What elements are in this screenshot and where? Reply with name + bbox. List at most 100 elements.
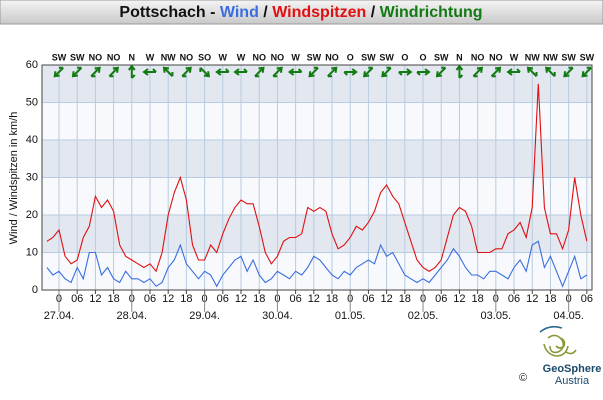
- direction-label: NW: [525, 52, 540, 62]
- title-part: /: [366, 4, 379, 21]
- x-tick-label: 12: [453, 293, 465, 305]
- y-tick-label: 40: [26, 134, 38, 146]
- direction-label: NW: [161, 52, 176, 62]
- y-tick-label: 30: [26, 171, 38, 183]
- arrow-shape: [90, 66, 101, 78]
- direction-arrow: [416, 68, 431, 76]
- direction-label: O: [347, 52, 354, 62]
- direction-arrow: [381, 66, 392, 78]
- direction-label: W: [219, 52, 228, 62]
- direction-arrow: [287, 68, 303, 76]
- direction-arrow: [233, 68, 248, 76]
- x-tick-label: 12: [89, 293, 101, 305]
- arrow-shape: [199, 67, 211, 78]
- x-tick-label: 18: [107, 293, 119, 305]
- copyright: ©: [519, 372, 527, 384]
- plot-frame: [41, 64, 593, 291]
- y-tick-label: 10: [26, 246, 38, 258]
- arrow-shape: [254, 66, 265, 78]
- direction-label: N: [456, 52, 463, 62]
- title-part: -: [206, 4, 220, 21]
- direction-label: O: [401, 52, 408, 62]
- direction-label: SW: [434, 52, 449, 62]
- x-tick-label: 18: [544, 293, 556, 305]
- direction-label: W: [237, 52, 246, 62]
- date-label: 30.04.: [262, 310, 293, 322]
- direction-arrow: [362, 66, 374, 78]
- arrow-shape: [435, 66, 447, 78]
- series-line: [46, 240, 588, 288]
- direction-arrow: [490, 66, 502, 78]
- direction-label: NO: [271, 52, 285, 62]
- x-tick-label: 06: [71, 293, 83, 305]
- x-tick-label: 06: [435, 293, 447, 305]
- arrow-shape: [545, 66, 556, 77]
- x-tick-label: 18: [472, 293, 484, 305]
- direction-arrow: [127, 64, 136, 79]
- date-label: 04.05.: [553, 310, 584, 322]
- arrow-shape: [506, 68, 521, 76]
- date-label: 03.05.: [481, 310, 512, 322]
- arrow-shape: [362, 66, 374, 78]
- y-tick-label: 0: [32, 284, 38, 296]
- direction-arrow: [398, 68, 413, 76]
- direction-label: NO: [489, 52, 503, 62]
- arrow-shape: [162, 66, 174, 77]
- direction-label: NO: [107, 52, 121, 62]
- direction-label: SW: [307, 52, 322, 62]
- arrow-shape: [327, 66, 338, 78]
- direction-label: NO: [180, 52, 194, 62]
- x-tick-label: 18: [326, 293, 338, 305]
- direction-arrow: [308, 66, 319, 78]
- chart-title: Pottschach - Wind / Windspitzen / Windri…: [119, 4, 482, 21]
- x-tick-label: 18: [399, 293, 411, 305]
- x-tick-label: 18: [180, 293, 192, 305]
- arrow-shape: [233, 68, 248, 76]
- date-label: 01.05.: [335, 310, 366, 322]
- date-label: 27.04.: [44, 310, 75, 322]
- direction-label: SO: [198, 52, 211, 62]
- title-part: Pottschach: [119, 4, 205, 21]
- x-tick-label: 12: [235, 293, 247, 305]
- arrow-shape: [181, 66, 192, 78]
- arrow-shape: [272, 66, 283, 78]
- direction-arrow: [71, 66, 83, 78]
- direction-label: W: [146, 52, 155, 62]
- direction-arrow: [142, 68, 157, 76]
- direction-arrow: [455, 64, 464, 79]
- direction-arrow: [472, 66, 484, 78]
- direction-arrow: [435, 66, 447, 78]
- direction-arrow: [181, 66, 192, 78]
- x-tick-label: 06: [144, 293, 156, 305]
- direction-label: SW: [580, 52, 595, 62]
- direction-arrow: [563, 66, 574, 78]
- arrow-shape: [526, 66, 538, 77]
- x-tick-label: 12: [308, 293, 320, 305]
- direction-arrow: [272, 66, 283, 78]
- direction-arrow: [108, 66, 120, 78]
- direction-arrow: [506, 68, 521, 76]
- direction-label: NO: [252, 52, 266, 62]
- arrow-shape: [472, 66, 484, 78]
- arrow-shape: [53, 66, 64, 78]
- band: [42, 215, 592, 253]
- title-part: Wind: [220, 4, 259, 21]
- direction-label: SW: [70, 52, 85, 62]
- direction-label: SW: [379, 52, 394, 62]
- arrow-shape: [71, 66, 83, 78]
- direction-arrow: [53, 66, 64, 78]
- x-tick-label: 12: [380, 293, 392, 305]
- arrow-shape: [563, 66, 574, 78]
- direction-arrow: [581, 66, 592, 78]
- arrow-shape: [581, 66, 592, 78]
- direction-arrow: [162, 66, 174, 77]
- date-label: 02.05.: [408, 310, 439, 322]
- arrow-shape: [308, 66, 319, 78]
- direction-arrow: [254, 66, 265, 78]
- x-tick-label: 06: [289, 293, 301, 305]
- arrow-shape: [398, 68, 413, 76]
- arrow-shape: [287, 68, 303, 76]
- arrow-shape: [455, 64, 464, 79]
- arrow-shape: [416, 68, 431, 76]
